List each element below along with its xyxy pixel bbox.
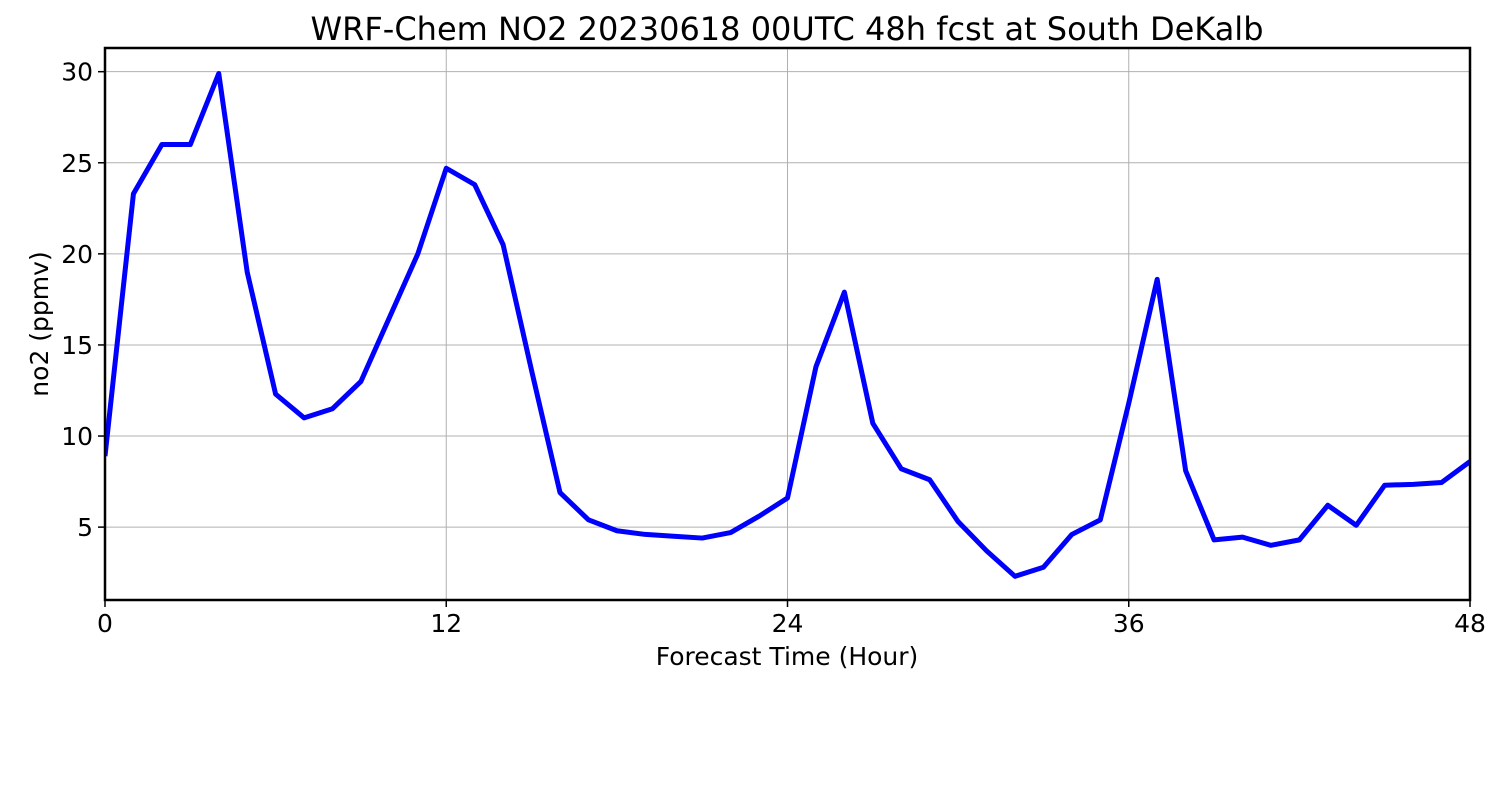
x-tick-label: 0: [97, 609, 113, 638]
grid: [104, 48, 1471, 600]
y-tick-label: 15: [61, 331, 93, 360]
y-tick-label: 5: [77, 513, 93, 542]
x-tick-label: 24: [772, 609, 804, 638]
ticks: 0 12 24 36 48 5 10 15 20 25 30: [61, 58, 1486, 638]
x-axis-label: Forecast Time (Hour): [656, 642, 919, 671]
y-tick-label: 30: [61, 58, 93, 87]
chart-title: WRF-Chem NO2 20230618 00UTC 48h fcst at …: [311, 10, 1264, 48]
y-axis-label: no2 (ppmv): [25, 251, 54, 396]
series-layer: [105, 71, 1470, 579]
y-tick-label: 25: [61, 149, 93, 178]
x-tick-label: 12: [430, 609, 462, 638]
y-tick-label: 10: [61, 422, 93, 451]
y-tick-label: 20: [61, 240, 93, 269]
x-tick-label: 36: [1113, 609, 1145, 638]
x-tick-label: 48: [1454, 609, 1486, 638]
series-line: [105, 71, 1470, 579]
